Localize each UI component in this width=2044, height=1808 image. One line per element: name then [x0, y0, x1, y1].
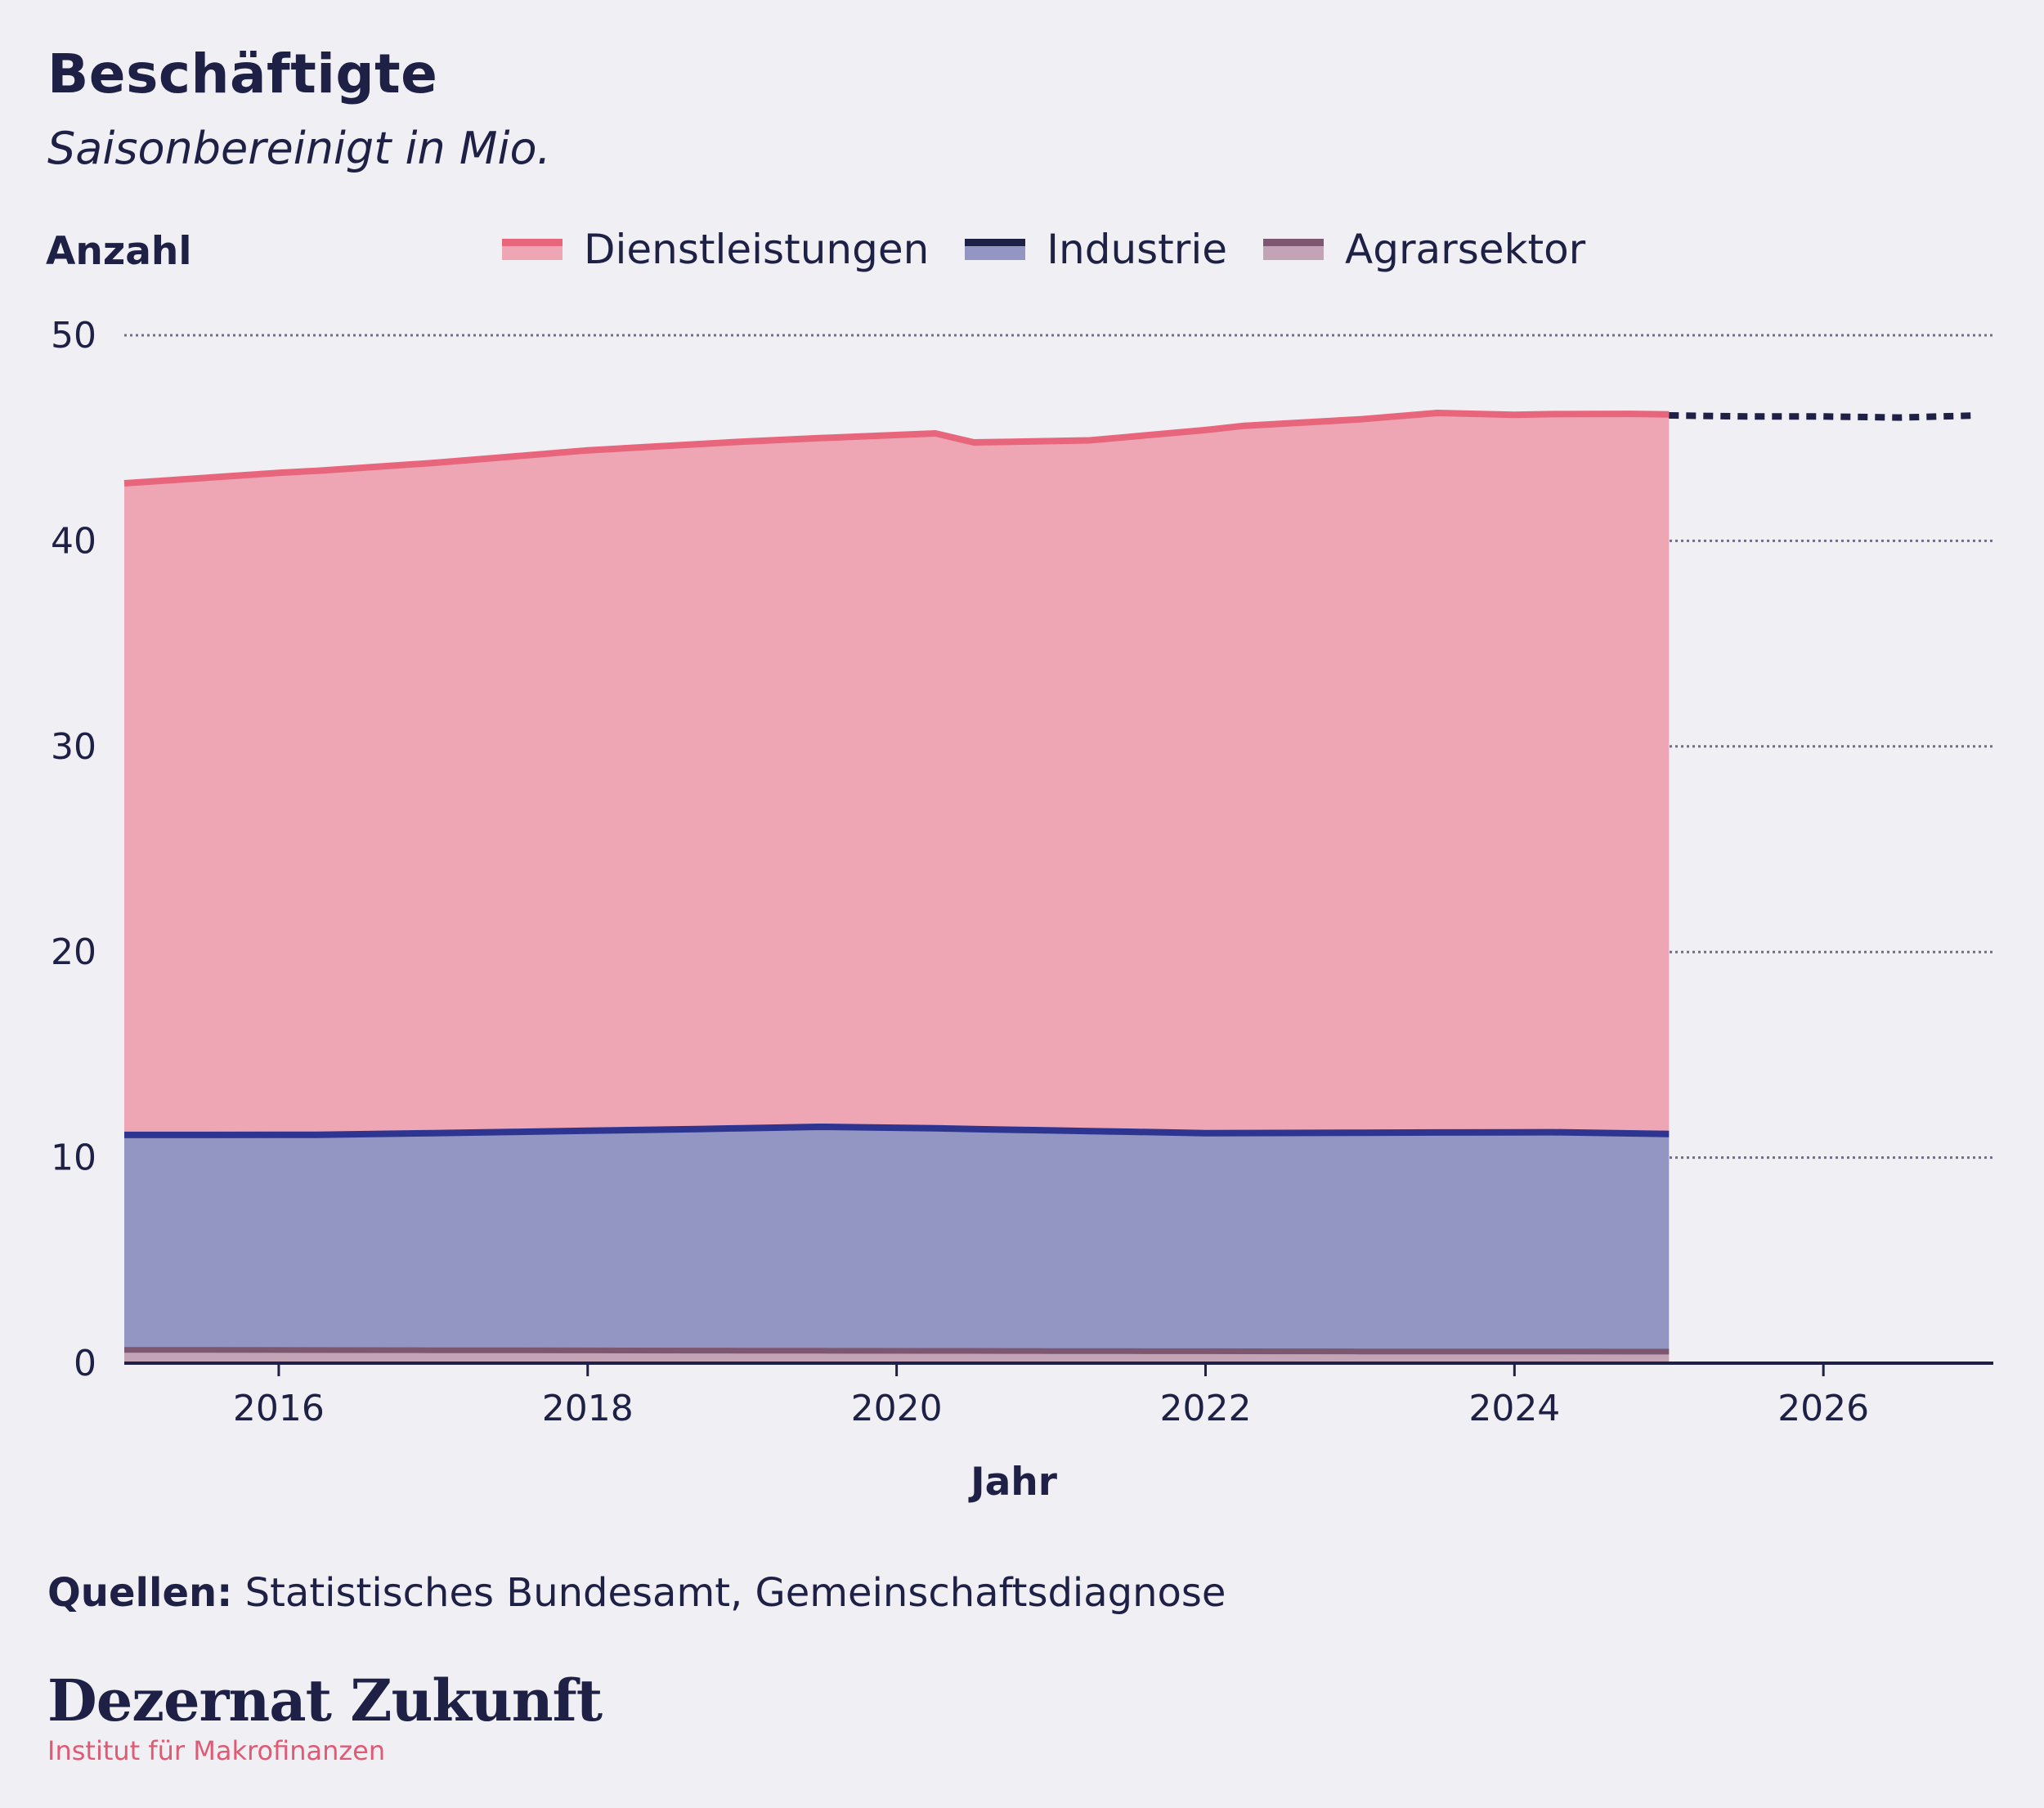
y-tick-10: 10 — [51, 1137, 96, 1179]
stacked-area-chart: 0 10 20 30 40 50 2016 2018 2020 2022 2024 2026 Jah… — [51, 315, 1993, 1505]
y-tick-50: 50 — [51, 315, 96, 357]
y-axis-label: Anzahl — [46, 229, 192, 274]
legend-label-industrie: Industrie — [1047, 226, 1227, 273]
source-label: Quellen: — [47, 1570, 233, 1616]
legend-swatch-dienstleistungen — [502, 239, 563, 260]
legend-swatch-agrarsektor — [1263, 239, 1324, 260]
area-layer — [124, 413, 1670, 1363]
y-tick-30: 30 — [51, 726, 96, 768]
logo-subtitle: Institut für Makrofinanzen — [47, 1735, 386, 1766]
legend: Dienstleistungen Industrie Agrarsektor — [502, 226, 1621, 273]
y-tick-20: 20 — [51, 931, 96, 973]
source-note: Quellen: Statistisches Bundesamt, Gemein… — [47, 1570, 1226, 1616]
x-tick-2018: 2018 — [542, 1388, 634, 1429]
area-industrie — [124, 1127, 1670, 1352]
legend-label-agrarsektor: Agrarsektor — [1345, 226, 1586, 273]
y-tick-labels: 0 10 20 30 40 50 — [51, 315, 96, 1384]
forecast-line — [1669, 412, 1979, 421]
x-tick-labels: 2016 2018 2020 2022 2024 2026 — [233, 1388, 1869, 1429]
x-axis — [124, 1362, 1993, 1376]
legend-item-industrie: Industrie — [965, 226, 1227, 273]
x-tick-2022: 2022 — [1159, 1388, 1251, 1429]
line-layer — [123, 409, 1979, 1355]
y-tick-40: 40 — [51, 520, 96, 562]
line-agrarsektor — [123, 1347, 1670, 1355]
line-dienstleistungen — [123, 409, 1670, 487]
chart-title: Beschäftigte — [47, 43, 438, 105]
legend-item-dienstleistungen: Dienstleistungen — [502, 226, 929, 273]
x-tick-2016: 2016 — [233, 1388, 325, 1429]
x-tick-2020: 2020 — [851, 1388, 943, 1429]
area-dienstleistungen — [124, 413, 1670, 1135]
source-text: Statistisches Bundesamt, Gemeinschaftsdi… — [244, 1570, 1226, 1616]
legend-swatch-industrie — [965, 239, 1026, 260]
legend-item-agrarsektor: Agrarsektor — [1263, 226, 1585, 273]
chart-subtitle: Saisonbereinigt in Mio. — [47, 123, 551, 174]
x-tick-2024: 2024 — [1468, 1388, 1560, 1429]
y-tick-0: 0 — [74, 1343, 96, 1384]
logo-text: Dezernat Zukunft — [47, 1667, 603, 1734]
line-industrie — [123, 1123, 1670, 1138]
x-axis-label: Jahr — [968, 1460, 1058, 1505]
x-tick-2026: 2026 — [1777, 1388, 1869, 1429]
legend-label-dienstleistungen: Dienstleistungen — [584, 226, 930, 273]
